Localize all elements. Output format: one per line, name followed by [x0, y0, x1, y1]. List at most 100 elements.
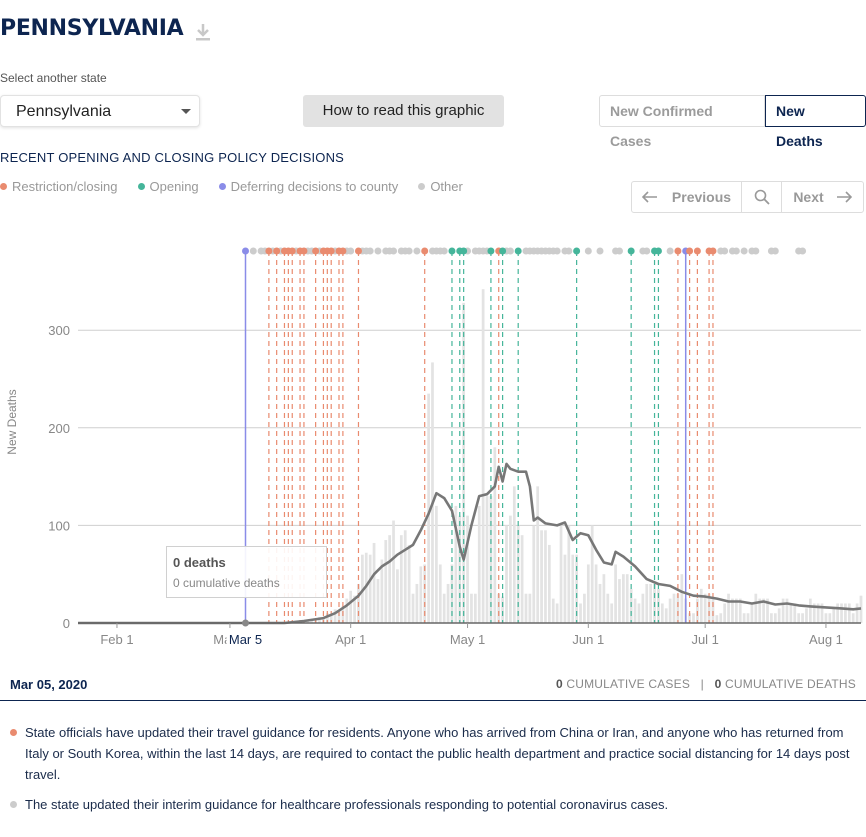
bar — [672, 593, 676, 623]
legend-item-deferring: Deferring decisions to county — [218, 179, 398, 194]
bar — [431, 362, 434, 623]
policy-event-dot-other — [596, 247, 604, 255]
arrow-right-icon — [836, 191, 852, 203]
bar — [466, 515, 469, 623]
bar — [699, 588, 703, 623]
selected-date-bar: Mar 05, 2020 0 CUMULATIVE CASES | 0 CUMU… — [0, 668, 866, 701]
x-tick-label: Apr 1 — [335, 632, 366, 647]
bar — [610, 603, 614, 623]
new-confirmed-cases-option[interactable]: New Confirmed Cases — [599, 95, 765, 149]
bar — [836, 603, 839, 623]
bar — [766, 598, 769, 623]
policy-event-dot-other — [565, 247, 573, 255]
bar — [738, 598, 742, 623]
bar — [742, 613, 746, 623]
bar — [396, 569, 399, 623]
bar — [520, 535, 524, 623]
policy-event-dot-other — [721, 247, 729, 255]
policy-event-dot-opening — [460, 247, 468, 255]
bar — [832, 608, 836, 623]
y-tick-label: 0 — [63, 616, 70, 631]
bar — [696, 598, 699, 623]
bar — [345, 598, 349, 623]
cumulative-cases-label: CUMULATIVE CASES — [566, 677, 691, 691]
x-tick-label: May 1 — [450, 632, 485, 647]
bar — [676, 593, 680, 623]
policy-event-dot-opening — [627, 247, 635, 255]
bar — [805, 608, 808, 623]
bar — [785, 598, 789, 623]
policy-event-dot-other — [615, 247, 623, 255]
policy-event-dot-opening — [514, 247, 522, 255]
policy-legend: Restriction/closing Opening Deferring de… — [0, 179, 483, 194]
bar — [559, 525, 563, 623]
y-tick-label: 200 — [48, 421, 70, 436]
state-select-label: Select another state — [0, 71, 107, 85]
y-tick-label: 300 — [48, 323, 70, 338]
search-button[interactable] — [742, 182, 782, 212]
policy-event-dot-other — [771, 247, 779, 255]
how-to-read-button[interactable]: How to read this graphic — [303, 95, 504, 127]
bar — [485, 496, 489, 623]
bar — [727, 593, 730, 623]
new-deaths-option[interactable]: New Deaths — [765, 95, 866, 149]
bar — [770, 613, 773, 623]
policy-event-dot-other — [390, 247, 398, 255]
policy-note: The state updated their interim guidance… — [10, 794, 856, 815]
policy-event-dot-other — [740, 247, 748, 255]
policy-event-dot-opening — [654, 247, 662, 255]
legend-dot — [0, 183, 7, 190]
bar — [847, 603, 851, 623]
state-select[interactable]: Pennsylvania — [0, 95, 200, 127]
policy-event-dot-restriction — [265, 247, 273, 255]
bar — [812, 603, 816, 623]
bar — [820, 603, 824, 623]
bar — [816, 603, 820, 623]
tooltip-cumulative-deaths: 0 cumulative deaths — [173, 576, 280, 590]
policy-event-dot-other — [666, 247, 674, 255]
policy-event-dot-restriction — [300, 247, 308, 255]
policy-event-dot-other — [584, 247, 592, 255]
bar — [376, 579, 380, 623]
bar — [754, 593, 758, 623]
bar — [692, 613, 695, 623]
bar — [372, 542, 376, 623]
bar — [680, 574, 684, 623]
bar — [731, 598, 734, 623]
bar — [563, 554, 567, 623]
next-button[interactable]: Next — [782, 182, 863, 212]
download-icon[interactable] — [194, 22, 212, 42]
bar — [516, 525, 520, 623]
page-title: PENNSYLVANIA — [0, 16, 184, 41]
bar — [598, 583, 602, 623]
bar — [532, 525, 536, 623]
average-line — [78, 462, 862, 625]
bar — [668, 598, 672, 623]
policy-event-dot-restriction — [686, 247, 694, 255]
policy-event-dot-other — [643, 247, 651, 255]
legend-label: Restriction/closing — [12, 179, 118, 194]
policy-event-dot-restriction — [327, 247, 335, 255]
bar — [337, 611, 341, 623]
policy-event-dot-other — [249, 247, 257, 255]
bar — [622, 574, 625, 623]
selected-date-label-bg — [226, 630, 267, 648]
bar — [333, 609, 337, 623]
legend-label: Other — [430, 179, 463, 194]
previous-button[interactable]: Previous — [632, 182, 742, 212]
bar — [746, 613, 750, 623]
bar — [349, 590, 353, 623]
bar — [844, 603, 847, 623]
bar — [579, 603, 582, 623]
bar — [840, 603, 843, 623]
bar — [407, 544, 411, 623]
y-axis-label: New Deaths — [5, 389, 19, 454]
bar — [707, 593, 711, 623]
policy-event-dot-restriction — [693, 247, 701, 255]
average-line-group — [78, 462, 862, 627]
bar — [380, 559, 384, 623]
bar — [442, 593, 446, 623]
policy-event-dot-deferring — [242, 247, 250, 255]
